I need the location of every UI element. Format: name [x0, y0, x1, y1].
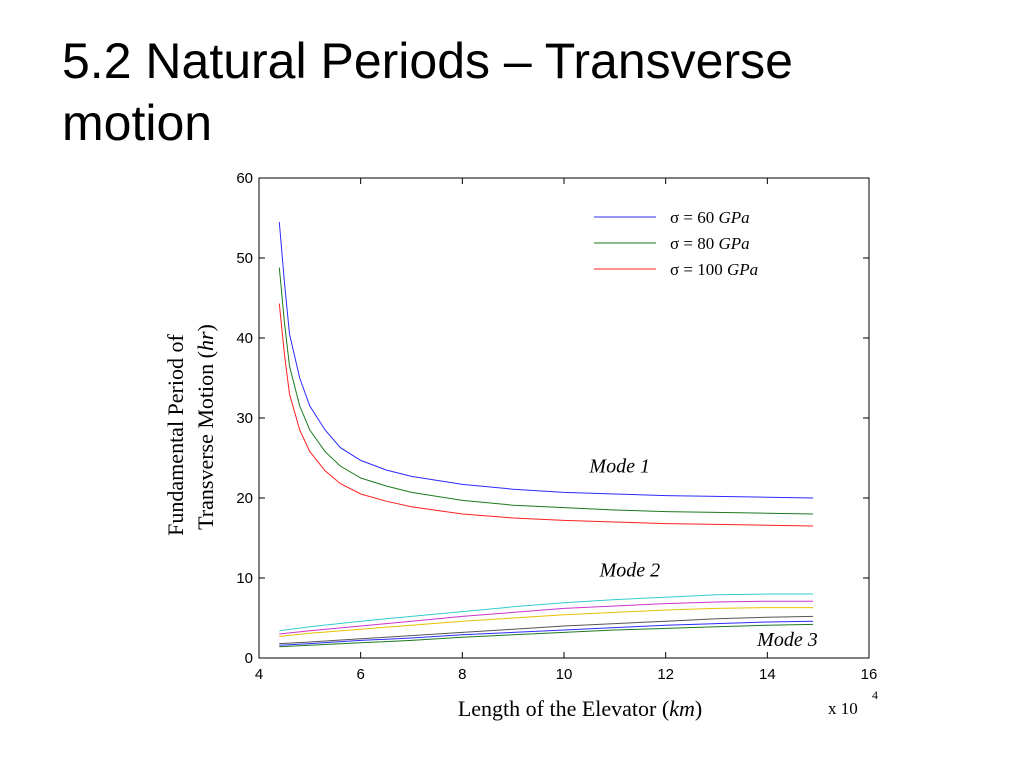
y-tick-label: 60 — [236, 170, 253, 187]
x-tick-label: 16 — [861, 666, 878, 683]
legend-label: σ = 80 GPa — [670, 234, 750, 253]
legend-label: σ = 100 GPa — [670, 260, 758, 279]
x-tick-label: 14 — [759, 666, 776, 683]
series-line-mode-1-0 — [278, 221, 814, 499]
legend-label-value: σ = 60 — [670, 208, 719, 227]
slide-title-line2: motion — [62, 95, 213, 151]
x-tick-label: 4 — [255, 666, 263, 683]
y-tick-label: 20 — [236, 490, 253, 507]
y-tick-label: 0 — [245, 650, 253, 667]
legend-label-unit: GPa — [719, 208, 750, 227]
series-line-mode-2-5 — [279, 607, 814, 637]
y-axis-label-line2: Transverse Motion (hr) — [193, 324, 218, 530]
annotation-mode-1: Mode 1 — [588, 455, 650, 477]
series-lines — [278, 221, 814, 648]
legend-label-unit: GPa — [727, 260, 758, 279]
x-tick-label: 12 — [657, 666, 674, 683]
slide-title: 5.2 Natural Periods – Transverse motion — [62, 30, 962, 154]
x-tick-label: 6 — [356, 666, 364, 683]
annotation-mode-3: Mode 3 — [756, 629, 818, 651]
y-tick-label: 30 — [236, 410, 253, 427]
mode-annotations: Mode 1 Mode 2 Mode 3 — [588, 455, 817, 651]
series-line-mode-3-7 — [279, 620, 814, 646]
legend-label-unit: GPa — [719, 234, 750, 253]
y-tick-label: 40 — [236, 330, 253, 347]
series-line-mode-2-3 — [279, 593, 814, 632]
x-axis-multiplier: x 10 — [828, 699, 858, 718]
x-axis-multiplier-exponent: 4 — [872, 688, 878, 702]
legend-label: σ = 60 GPa — [670, 208, 750, 227]
series-line-mode-2-4 — [279, 600, 814, 635]
y-tick-label: 10 — [236, 570, 253, 587]
series-line-mode-1-2 — [278, 303, 814, 527]
x-tick-label: 8 — [458, 666, 466, 683]
series-line-mode-1-1 — [278, 267, 814, 515]
slide-title-line1: 5.2 Natural Periods – Transverse — [62, 33, 793, 89]
plot-area-frame — [258, 177, 870, 659]
series-line-mode-3-6 — [279, 615, 814, 645]
series-line-mode-3-8 — [279, 623, 814, 648]
y-axis-label-line1: Fundamental Period of — [163, 334, 188, 536]
x-tick-label: 10 — [556, 666, 573, 683]
annotation-mode-2: Mode 2 — [599, 559, 661, 581]
x-axis-label: Length of the Elevator (km) — [458, 696, 702, 721]
y-tick-label: 50 — [236, 250, 253, 267]
legend-label-value: σ = 80 — [670, 234, 719, 253]
axis-ticks: 4 6 8 10 12 14 16 0 10 20 30 40 50 60 — [236, 170, 877, 683]
legend-label-value: σ = 100 — [670, 260, 727, 279]
